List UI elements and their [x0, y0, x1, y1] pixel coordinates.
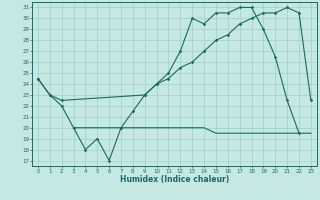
X-axis label: Humidex (Indice chaleur): Humidex (Indice chaleur) — [120, 175, 229, 184]
